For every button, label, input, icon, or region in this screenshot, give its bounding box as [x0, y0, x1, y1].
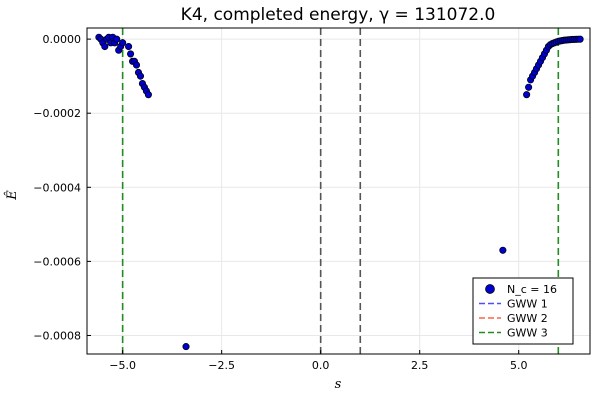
- y-axis-label: Ê: [4, 190, 20, 201]
- plot-frame: [86, 27, 591, 355]
- x-tick-label: −5.0: [109, 359, 136, 372]
- data-point: [525, 83, 533, 91]
- data-point: [113, 35, 121, 43]
- chart-title: K4, completed energy, γ = 131072.0: [181, 5, 496, 25]
- x-tick-label: 0.0: [312, 359, 330, 372]
- data-point: [127, 50, 135, 58]
- y-tick-label: 0.0000: [43, 33, 82, 46]
- y-tick-label: −0.0006: [33, 255, 81, 268]
- legend-label: GWW 2: [507, 312, 548, 325]
- data-points: [95, 33, 584, 351]
- legend-label: GWW 1: [507, 298, 548, 311]
- y-tick-label: −0.0002: [33, 107, 81, 120]
- x-tick-label: −2.5: [208, 359, 235, 372]
- legend-marker: [485, 284, 495, 294]
- x-axis-label: s: [335, 377, 342, 392]
- y-tick-label: −0.0004: [33, 181, 81, 194]
- data-point: [499, 246, 507, 254]
- data-point: [144, 91, 152, 99]
- data-point: [576, 35, 584, 43]
- y-axis-ticks: 0.0000 −0.0002 −0.0004 −0.0006 −0.0008: [33, 33, 91, 342]
- data-point: [132, 61, 141, 69]
- x-tick-label: 5.0: [510, 359, 528, 372]
- data-point: [136, 72, 145, 80]
- data-point: [182, 343, 190, 351]
- data-point: [101, 42, 109, 51]
- y-tick-label: −0.0008: [33, 329, 81, 342]
- legend-label: GWW 3: [507, 327, 548, 340]
- legend-label: N_c = 16: [507, 283, 557, 296]
- x-axis-ticks: −5.0 −2.5 0.0 2.5 5.0: [109, 350, 527, 372]
- x-tick-label: 2.5: [411, 359, 429, 372]
- data-point: [125, 42, 133, 51]
- data-point: [523, 91, 531, 99]
- data-point: [119, 39, 127, 47]
